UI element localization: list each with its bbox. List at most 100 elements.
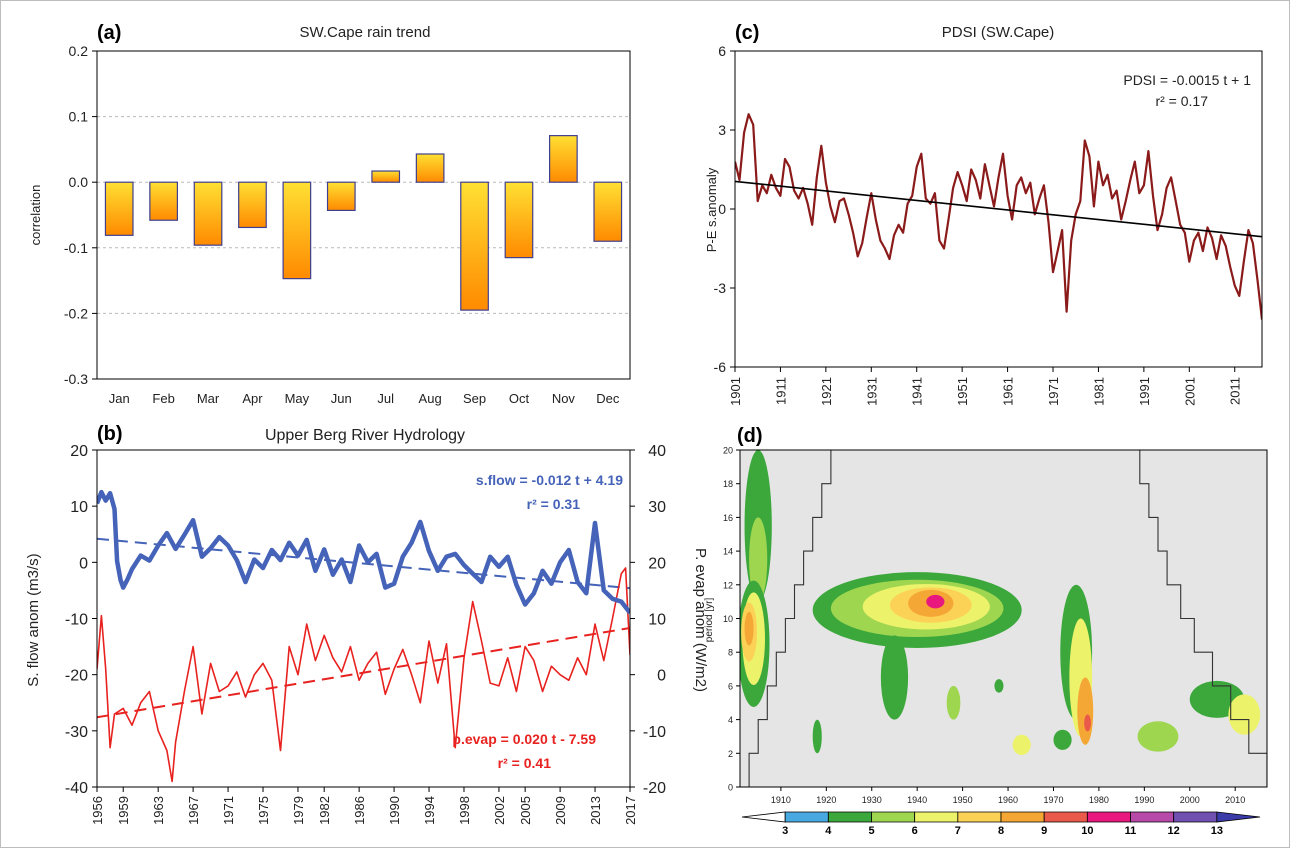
panel-c-x-tick: 2001 [1182, 377, 1197, 406]
panel-c-x-tick: 1931 [864, 377, 879, 406]
panel-d-contour-blob [946, 685, 961, 720]
panel-d-x-tick: 1980 [1089, 795, 1109, 805]
panel-d-contour-blob [812, 719, 822, 754]
panel-c-ylabel: P-E s.anomaly [704, 167, 719, 252]
panel-a: (a) SW.Cape rain trend 0.2 0.1 0.0 -0.1 -0.2… [28, 22, 631, 406]
panel-a-x-tick: Nov [552, 391, 576, 406]
panel-a-x-tick: Aug [419, 391, 442, 406]
panel-d-y-tick: 14 [723, 547, 733, 557]
panel-d-contour-blob [744, 611, 754, 646]
panel-d-colorbar-segment [957, 811, 1002, 823]
panel-c-y-tick: 3 [718, 122, 726, 138]
panel-b-x-tick: 1963 [151, 796, 166, 825]
panel-b-evap-line [97, 567, 630, 783]
panel-b-x-ticks: 1956 1959 1963 1967 1971 1975 1979 1982 1986 1990… [90, 787, 638, 825]
panel-c-x-tick: 1991 [1137, 377, 1152, 406]
panel-a-x-ticks: Jan Feb Mar Apr May Jun Jul Aug Sep Oct Nov Dec [109, 391, 620, 406]
panel-c-x-tick: 1941 [910, 377, 925, 406]
panel-b-x-tick: 1979 [291, 796, 306, 825]
panel-a-bars [104, 135, 623, 311]
panel-c-pdsi-line [735, 113, 1262, 320]
panel-a-x-tick: Jan [109, 391, 130, 406]
panel-b-right-ylabel: P. evap anom (W/m2) [692, 548, 709, 692]
panel-d-colorbar-tick: 12 [1168, 825, 1180, 837]
panel-d-contour-blob [926, 594, 945, 609]
panel-c-x-tick: 1911 [773, 377, 788, 405]
panel-a-x-tick: Feb [152, 391, 174, 406]
panel-b-x-tick: 1971 [221, 796, 236, 825]
panel-a-y-tick: 0.1 [69, 109, 89, 125]
panel-d-x-tick: 2000 [1180, 795, 1200, 805]
panel-c-x-tick: 1901 [728, 377, 743, 406]
panel-a-x-tick: May [285, 391, 310, 406]
panel-c-y-tick: 6 [718, 43, 726, 59]
panel-b-left-y-tick: 10 [70, 499, 88, 516]
panel-d-y-tick: 10 [723, 614, 733, 624]
panel-d-contour-blob [1053, 729, 1072, 750]
panel-b-left-y-ticks: 20 10 0 -10 -20 -30 -40 [65, 443, 97, 797]
panel-a-bar-mar [193, 181, 223, 246]
panel-d-colorbar: 3 4 5 6 7 8 9 10 11 12 13 [741, 811, 1261, 837]
panel-d-y-tick: 16 [723, 513, 733, 523]
panel-d-contour-blob [880, 635, 909, 720]
panel-a-bar-oct [504, 181, 534, 259]
panel-b-right-y-tick: 20 [648, 555, 666, 572]
panel-a-x-tick: Apr [242, 391, 263, 406]
panel-c-x-tick: 1981 [1091, 377, 1106, 406]
panel-b-evap-equation: p.evap = 0.020 t - 7.59 [452, 731, 596, 747]
panel-d-x-tick: 1930 [862, 795, 882, 805]
panel-d-contour-blob [1077, 677, 1094, 745]
panel-b-x-tick: 1956 [90, 796, 105, 825]
panel-d-contour-blob [1137, 721, 1179, 752]
panel-a-gridlines [97, 116, 630, 314]
panel-b-left-y-tick: 0 [79, 555, 88, 572]
panel-b-x-tick: 2005 [518, 796, 533, 825]
panel-c-r2: r² = 0.17 [1155, 93, 1208, 109]
panel-c-y-tick: 0 [718, 201, 726, 217]
panel-d-x-tick: 1990 [1134, 795, 1154, 805]
panel-a-bar-jan [104, 181, 134, 236]
panel-b-x-tick: 1994 [422, 796, 437, 825]
panel-b-right-y-ticks: 40 30 20 10 0 -10 -20 [630, 443, 666, 797]
panel-d-cone-right [1130, 450, 1267, 787]
panel-b-left-y-tick: -20 [65, 668, 88, 685]
panel-b-left-y-tick: 20 [70, 443, 88, 460]
panel-b-x-tick: 2002 [492, 796, 507, 825]
panel-d-colorbar-segment [914, 811, 959, 823]
panel-b-x-tick: 2017 [623, 796, 638, 825]
panel-d-colorbar-tick: 6 [912, 825, 918, 837]
panel-b-x-tick: 2013 [588, 796, 603, 825]
panel-c-x-ticks: 1901 1911 1921 1931 1941 1951 1961 1971 1981 1991… [728, 367, 1243, 406]
panel-b-left-ylabel: S. flow anom (m3/s) [25, 553, 42, 686]
panel-d-contour-blob [994, 679, 1004, 693]
panel-c-x-tick: 1971 [1046, 377, 1061, 406]
panel-d-y-tick: 8 [728, 648, 733, 658]
panel-a-bar-jun [326, 181, 356, 212]
panel-d-y-tick: 18 [723, 479, 733, 489]
panel-b-evap-r2: r² = 0.41 [498, 755, 552, 771]
panel-a-ylabel: correlation [28, 185, 43, 246]
panel-b-right-y-tick: 0 [657, 668, 666, 685]
panel-d-label: (d) [737, 425, 763, 447]
panel-a-x-tick: Mar [197, 391, 220, 406]
panel-b-x-tick: 2009 [553, 796, 568, 825]
panel-c-trend-line [735, 180, 1262, 238]
panel-d-colorbar-segment [1216, 811, 1261, 823]
panel-b-x-tick: 1998 [457, 796, 472, 825]
panel-b-x-tick: 1990 [387, 796, 402, 825]
panel-d-colorbar-segment [1130, 811, 1175, 823]
panel-b-x-tick: 1986 [352, 796, 367, 825]
panel-d-colorbar-tick: 9 [1041, 825, 1047, 837]
panel-d-colorbar-tick: 3 [782, 825, 788, 837]
panel-d-x-tick: 1910 [771, 795, 791, 805]
panel-b-flow-line [97, 489, 630, 615]
panel-a-y-tick: -0.1 [64, 240, 88, 256]
panel-a-y-tick: -0.2 [64, 305, 88, 321]
panel-d-cone-left [740, 450, 832, 787]
panel-d-colorbar-segment [1043, 811, 1088, 823]
panel-d-y-tick: 4 [728, 715, 733, 725]
panel-b: (b) Upper Berg River Hydrology 20 10 0 -10 -… [25, 423, 709, 825]
panel-a-y-tick: 0.2 [69, 43, 89, 59]
panel-a-bar-jul [371, 170, 401, 183]
